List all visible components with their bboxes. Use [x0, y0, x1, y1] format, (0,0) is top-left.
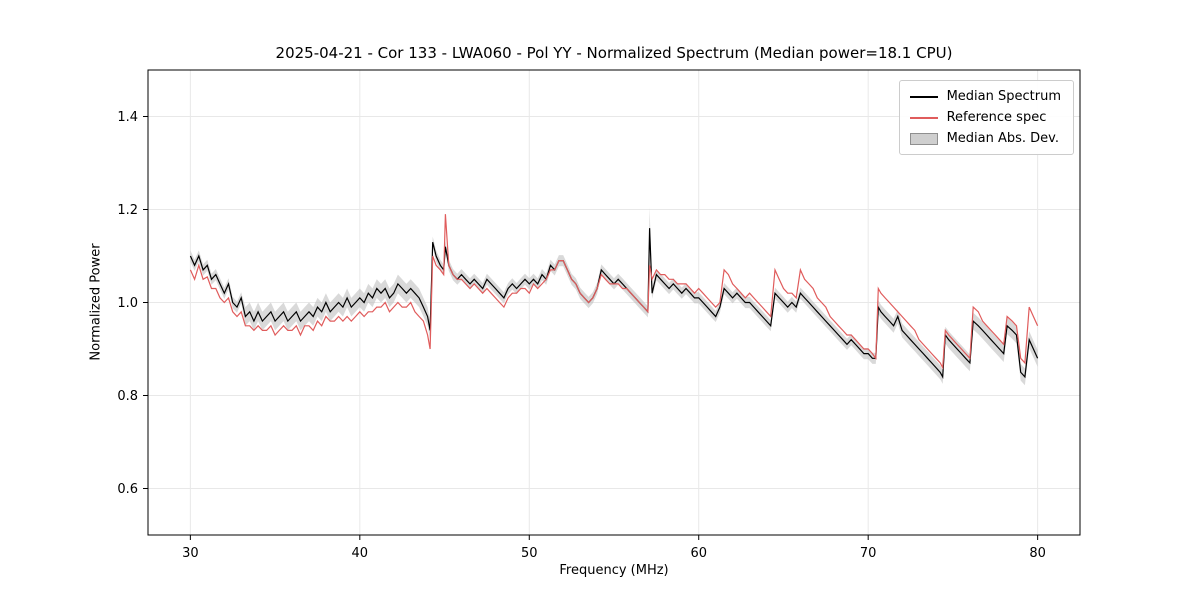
- y-tick-label: 0.8: [117, 389, 138, 404]
- chart-title: 2025-04-21 - Cor 133 - LWA060 - Pol YY -…: [275, 44, 953, 62]
- x-tick-label: 70: [860, 546, 877, 561]
- legend-item: Median Abs. Dev.: [909, 131, 1061, 146]
- x-tick-label: 40: [352, 546, 369, 561]
- y-tick-label: 1.4: [117, 110, 138, 125]
- y-tick-label: 1.2: [117, 203, 138, 218]
- y-tick-label: 0.6: [117, 482, 138, 497]
- legend-line-swatch: [909, 116, 938, 119]
- x-axis-label: Frequency (MHz): [559, 563, 669, 578]
- x-tick-label: 50: [521, 546, 538, 561]
- x-tick-label: 80: [1029, 546, 1046, 561]
- mad-band: [190, 207, 1038, 386]
- legend-band-swatch: [909, 132, 938, 145]
- legend-label: Reference spec: [946, 110, 1047, 125]
- x-tick-label: 30: [182, 546, 199, 561]
- reference-spectrum-line: [189, 214, 1039, 370]
- legend: Median Spectrum Reference spec Median Abs.…: [898, 80, 1074, 155]
- legend-label: Median Abs. Dev.: [946, 131, 1060, 146]
- x-tick-label: 60: [690, 546, 707, 561]
- legend-item: Median Spectrum: [909, 89, 1061, 104]
- legend-item: Reference spec: [909, 110, 1061, 125]
- y-axis-label: Normalized Power: [88, 243, 104, 361]
- legend-label: Median Spectrum: [946, 89, 1061, 104]
- legend-line-swatch: [909, 95, 938, 98]
- y-tick-label: 1.0: [117, 296, 138, 311]
- median-spectrum-line: [189, 228, 1039, 380]
